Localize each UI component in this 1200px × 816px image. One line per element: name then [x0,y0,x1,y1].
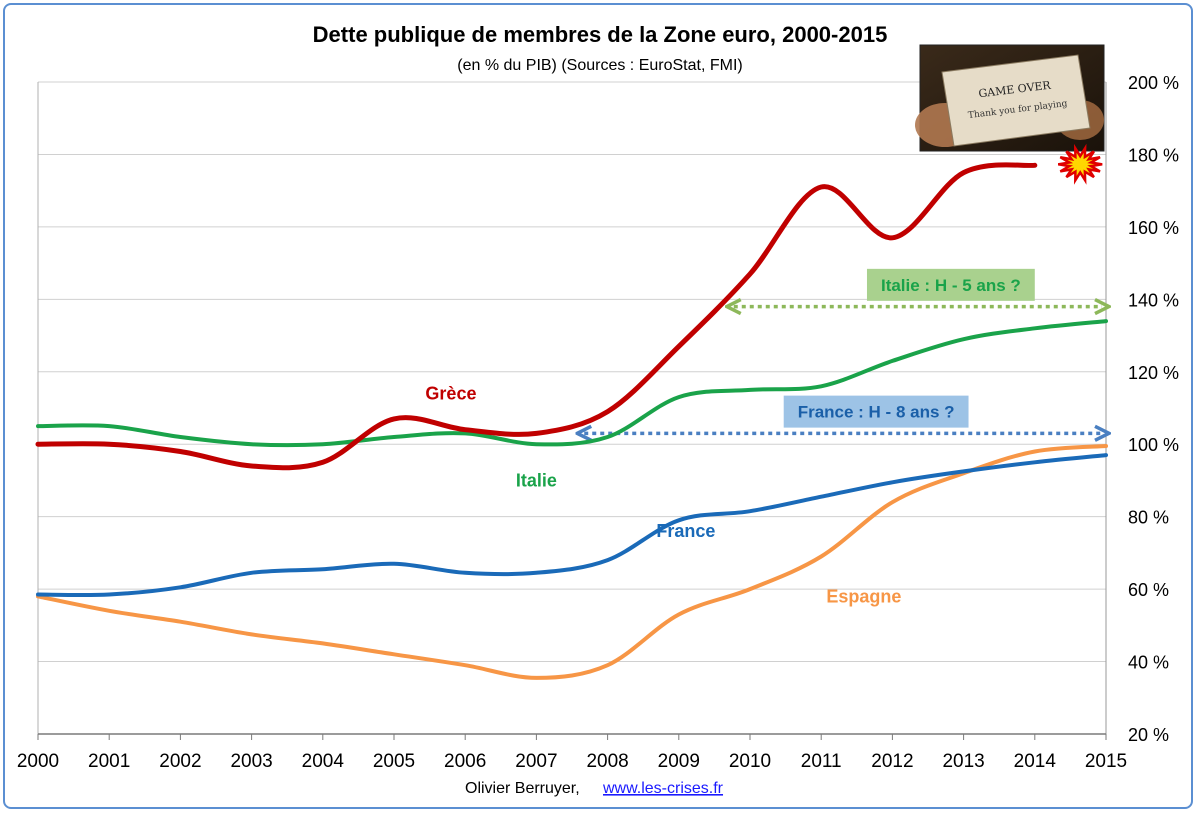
x-tick-label: 2010 [729,751,771,772]
x-tick-label: 2005 [373,751,415,772]
series-lines [35,162,1108,680]
france-horizon-box [783,395,969,428]
annotations: Italie : H - 5 ans ? France : H - 8 ans ? [584,268,1102,434]
x-tick-label: 2003 [230,751,272,772]
x-tick-label: 2002 [159,751,201,772]
explosion-star [1058,143,1103,185]
france-horizon-label: France : H - 8 ans ? [798,403,955,422]
x-tick-label: 2001 [88,751,130,772]
chart-frame [3,3,1193,809]
y-tick-label: 120 % [1128,363,1179,383]
x-tick-label: 2000 [17,751,59,772]
y-tick-label: 80 % [1128,508,1169,528]
x-tick-label: 2015 [1085,751,1127,772]
axes: 20 % 40 % 60 % 80 % 100 % 120 % 140 % 160 % 180 … [17,73,1179,772]
series-label: Italie [516,470,557,490]
y-tick-label: 100 % [1128,435,1179,455]
chart-title: Dette publique de membres de la Zone eur… [313,22,888,47]
italie-horizon-box [866,268,1035,301]
y-tick-label: 160 % [1128,218,1179,238]
x-tick-label: 2004 [302,751,345,772]
series-line-grce [35,162,1038,471]
series-labels: Grèce Italie France Espagne [425,384,901,607]
x-tick-label: 2008 [586,751,628,772]
series-line-espagne [36,444,1108,680]
explosion-marker [1058,143,1103,185]
series-line-italie [36,319,1108,448]
series-label: Espagne [826,586,901,606]
x-tick-label: 2009 [658,751,700,772]
x-tick-label: 2011 [801,751,842,772]
chart-subtitle: (en % du PIB) (Sources : EuroStat, FMI) [457,57,742,74]
game-over-image: GAME OVER Thank you for playing [915,44,1105,152]
italie-horizon-label: Italie : H - 5 ans ? [881,276,1021,295]
x-tick-label: 2014 [1014,751,1057,772]
credit-link[interactable]: www.les-crises.fr [602,780,724,797]
x-tick-label: 2013 [942,751,984,772]
y-tick-label: 20 % [1128,725,1169,745]
y-tick-label: 40 % [1128,653,1169,673]
series-label: France [656,521,715,541]
y-tick-label: 180 % [1128,145,1179,165]
y-tick-label: 140 % [1128,290,1179,310]
series-line-france [36,453,1108,598]
series-label: Grèce [425,384,476,404]
credit-author: Olivier Berruyer, [465,780,580,797]
x-tick-label: 2012 [871,751,913,772]
y-tick-label: 200 % [1128,73,1179,93]
y-tick-label: 60 % [1128,580,1169,600]
x-tick-label: 2007 [515,751,557,772]
x-tick-label: 2006 [444,751,486,772]
